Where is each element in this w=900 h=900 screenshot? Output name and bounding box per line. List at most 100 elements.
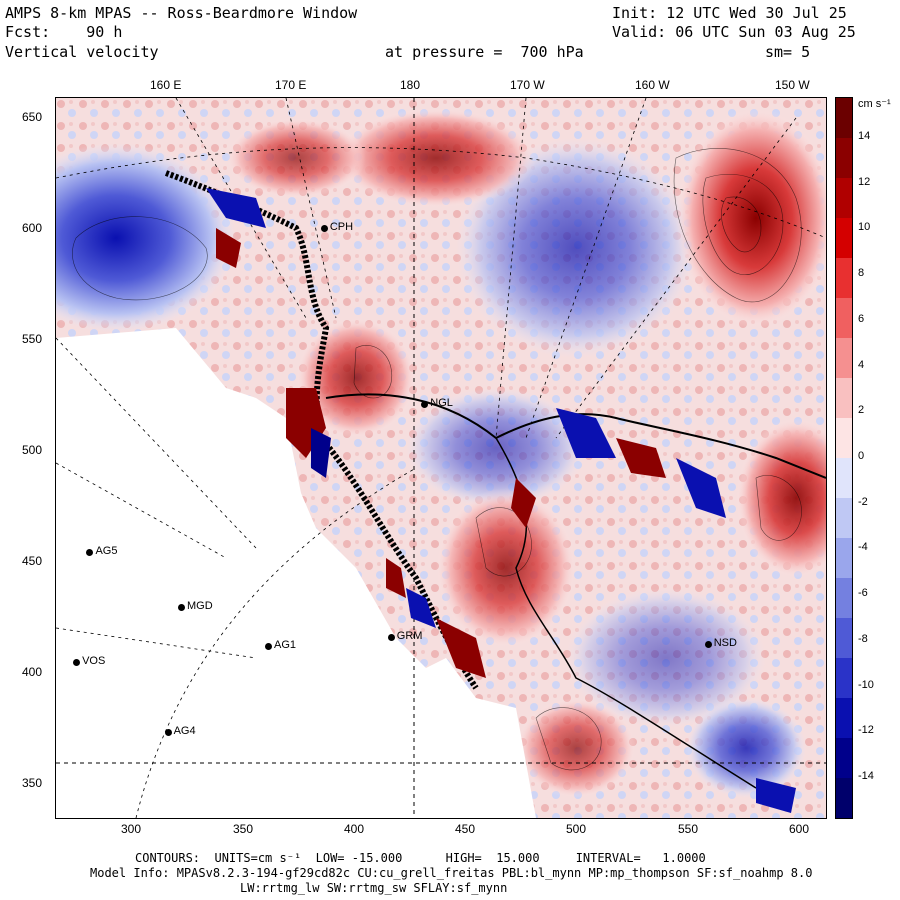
meridian-line bbox=[285, 98, 337, 319]
station-label: CPH bbox=[329, 220, 354, 233]
updraft-region bbox=[336, 108, 536, 208]
colorbar-label: 8 bbox=[858, 267, 865, 280]
colorbar-swatch bbox=[836, 418, 852, 459]
x-tick: 400 bbox=[344, 822, 365, 836]
contour-info: CONTOURS: UNITS=cm s⁻¹ LOW= -15.000 HIGH… bbox=[135, 851, 706, 865]
lon-label: 180 bbox=[400, 78, 421, 92]
colorbar-label: 10 bbox=[858, 221, 871, 234]
station-marker bbox=[73, 658, 81, 666]
station-label: GRM bbox=[396, 630, 423, 643]
downdraft-region bbox=[56, 143, 236, 333]
station-marker bbox=[421, 401, 429, 409]
downdraft-region bbox=[686, 698, 806, 798]
updraft-region bbox=[296, 318, 416, 438]
lon-label: 170 E bbox=[275, 78, 307, 92]
colorbar-swatch bbox=[836, 218, 852, 259]
lon-label: 160 W bbox=[635, 78, 670, 92]
updraft-region bbox=[676, 108, 826, 328]
init-time: Init: 12 UTC Wed 30 Jul 25 bbox=[612, 4, 847, 22]
smoothing: sm= 5 bbox=[765, 43, 811, 61]
colorbar-label: 4 bbox=[858, 358, 865, 371]
y-tick: 650 bbox=[22, 110, 43, 124]
station-marker bbox=[86, 548, 94, 556]
colorbar-swatch bbox=[836, 498, 852, 539]
y-tick: 400 bbox=[22, 665, 43, 679]
coastline bbox=[325, 393, 826, 479]
colorbar-label: 6 bbox=[858, 312, 865, 325]
colorbar-svg bbox=[836, 98, 852, 819]
colorbar-label: -4 bbox=[858, 541, 868, 554]
updraft-region bbox=[516, 698, 636, 798]
colorbar-label: -10 bbox=[858, 678, 874, 691]
x-tick: 450 bbox=[455, 822, 476, 836]
x-tick: 550 bbox=[678, 822, 699, 836]
colorbar-swatch bbox=[836, 138, 852, 179]
colorbar-swatch bbox=[836, 98, 852, 139]
valid-time: Valid: 06 UTC Sun 03 Aug 25 bbox=[612, 23, 856, 41]
colorbar-swatch bbox=[836, 298, 852, 339]
colorbar-swatch bbox=[836, 338, 852, 379]
colorbar-swatch bbox=[836, 578, 852, 619]
station-marker bbox=[164, 729, 172, 737]
coastline bbox=[164, 170, 479, 690]
y-tick: 600 bbox=[22, 221, 43, 235]
forecast-hour: Fcst: 90 h bbox=[5, 23, 123, 41]
x-tick: 300 bbox=[121, 822, 142, 836]
updraft-region bbox=[436, 488, 576, 648]
colorbar-swatch bbox=[836, 778, 852, 819]
masked-area bbox=[56, 328, 536, 818]
colorbar-label: -8 bbox=[858, 632, 868, 645]
colorbar-label: 12 bbox=[858, 175, 871, 188]
downdraft-region bbox=[456, 138, 696, 358]
parallel-line bbox=[56, 147, 826, 239]
colorbar-swatch bbox=[836, 698, 852, 739]
colorbar-swatch bbox=[836, 258, 852, 299]
station-marker bbox=[387, 634, 395, 642]
field-name: Vertical velocity bbox=[5, 43, 159, 61]
station-marker bbox=[177, 603, 185, 611]
lon-label: 160 E bbox=[150, 78, 182, 92]
station-marker bbox=[704, 641, 712, 649]
colorbar-label: 2 bbox=[858, 404, 865, 417]
lon-label: 150 W bbox=[775, 78, 810, 92]
y-tick: 500 bbox=[22, 443, 43, 457]
x-tick: 600 bbox=[789, 822, 810, 836]
colorbar-unit: cm s⁻¹ bbox=[858, 98, 891, 110]
y-tick: 450 bbox=[22, 554, 43, 568]
map-svg bbox=[56, 98, 826, 818]
lon-label: 170 W bbox=[510, 78, 545, 92]
downdraft-region bbox=[406, 388, 586, 508]
pressure-level: at pressure = 700 hPa bbox=[385, 43, 584, 61]
physics-info: LW:rrtmg_lw SW:rrtmg_sw SFLAY:sf_mynn bbox=[240, 881, 508, 895]
colorbar-swatch bbox=[836, 658, 852, 699]
colorbar-label: -2 bbox=[858, 495, 868, 508]
updraft-region bbox=[226, 118, 366, 198]
station-label: AG1 bbox=[274, 639, 297, 652]
colorbar-swatch bbox=[836, 458, 852, 499]
colorbar-swatch bbox=[836, 618, 852, 659]
colorbar-swatch bbox=[836, 378, 852, 419]
colorbar-swatch bbox=[836, 538, 852, 579]
station-label: NSD bbox=[713, 637, 737, 650]
station-label: VOS bbox=[82, 654, 106, 667]
meridian-line bbox=[56, 627, 257, 659]
y-tick: 550 bbox=[22, 332, 43, 346]
terrain-band bbox=[206, 188, 796, 813]
meridian-line bbox=[56, 462, 227, 559]
x-tick: 350 bbox=[233, 822, 254, 836]
colorbar-swatch bbox=[836, 738, 852, 779]
downdraft-region bbox=[566, 588, 766, 728]
station-marker bbox=[265, 643, 273, 651]
colorbar-label: 0 bbox=[858, 450, 865, 462]
x-tick: 500 bbox=[566, 822, 587, 836]
updraft-region bbox=[736, 418, 826, 578]
station-label: MGD bbox=[186, 599, 213, 612]
model-info: Model Info: MPASv8.2.3-194-gf29cd82c CU:… bbox=[90, 866, 813, 880]
station-label: NGL bbox=[430, 397, 453, 410]
colorbar bbox=[835, 97, 853, 819]
colorbar-swatch bbox=[836, 178, 852, 219]
y-tick: 350 bbox=[22, 776, 43, 790]
page-title: AMPS 8-km MPAS -- Ross-Beardmore Window bbox=[5, 4, 358, 22]
map-panel: MDCNGLAG5MGDAG1VOSAG4GRMCPHNSD bbox=[55, 97, 827, 819]
colorbar-label: 14 bbox=[858, 130, 871, 142]
